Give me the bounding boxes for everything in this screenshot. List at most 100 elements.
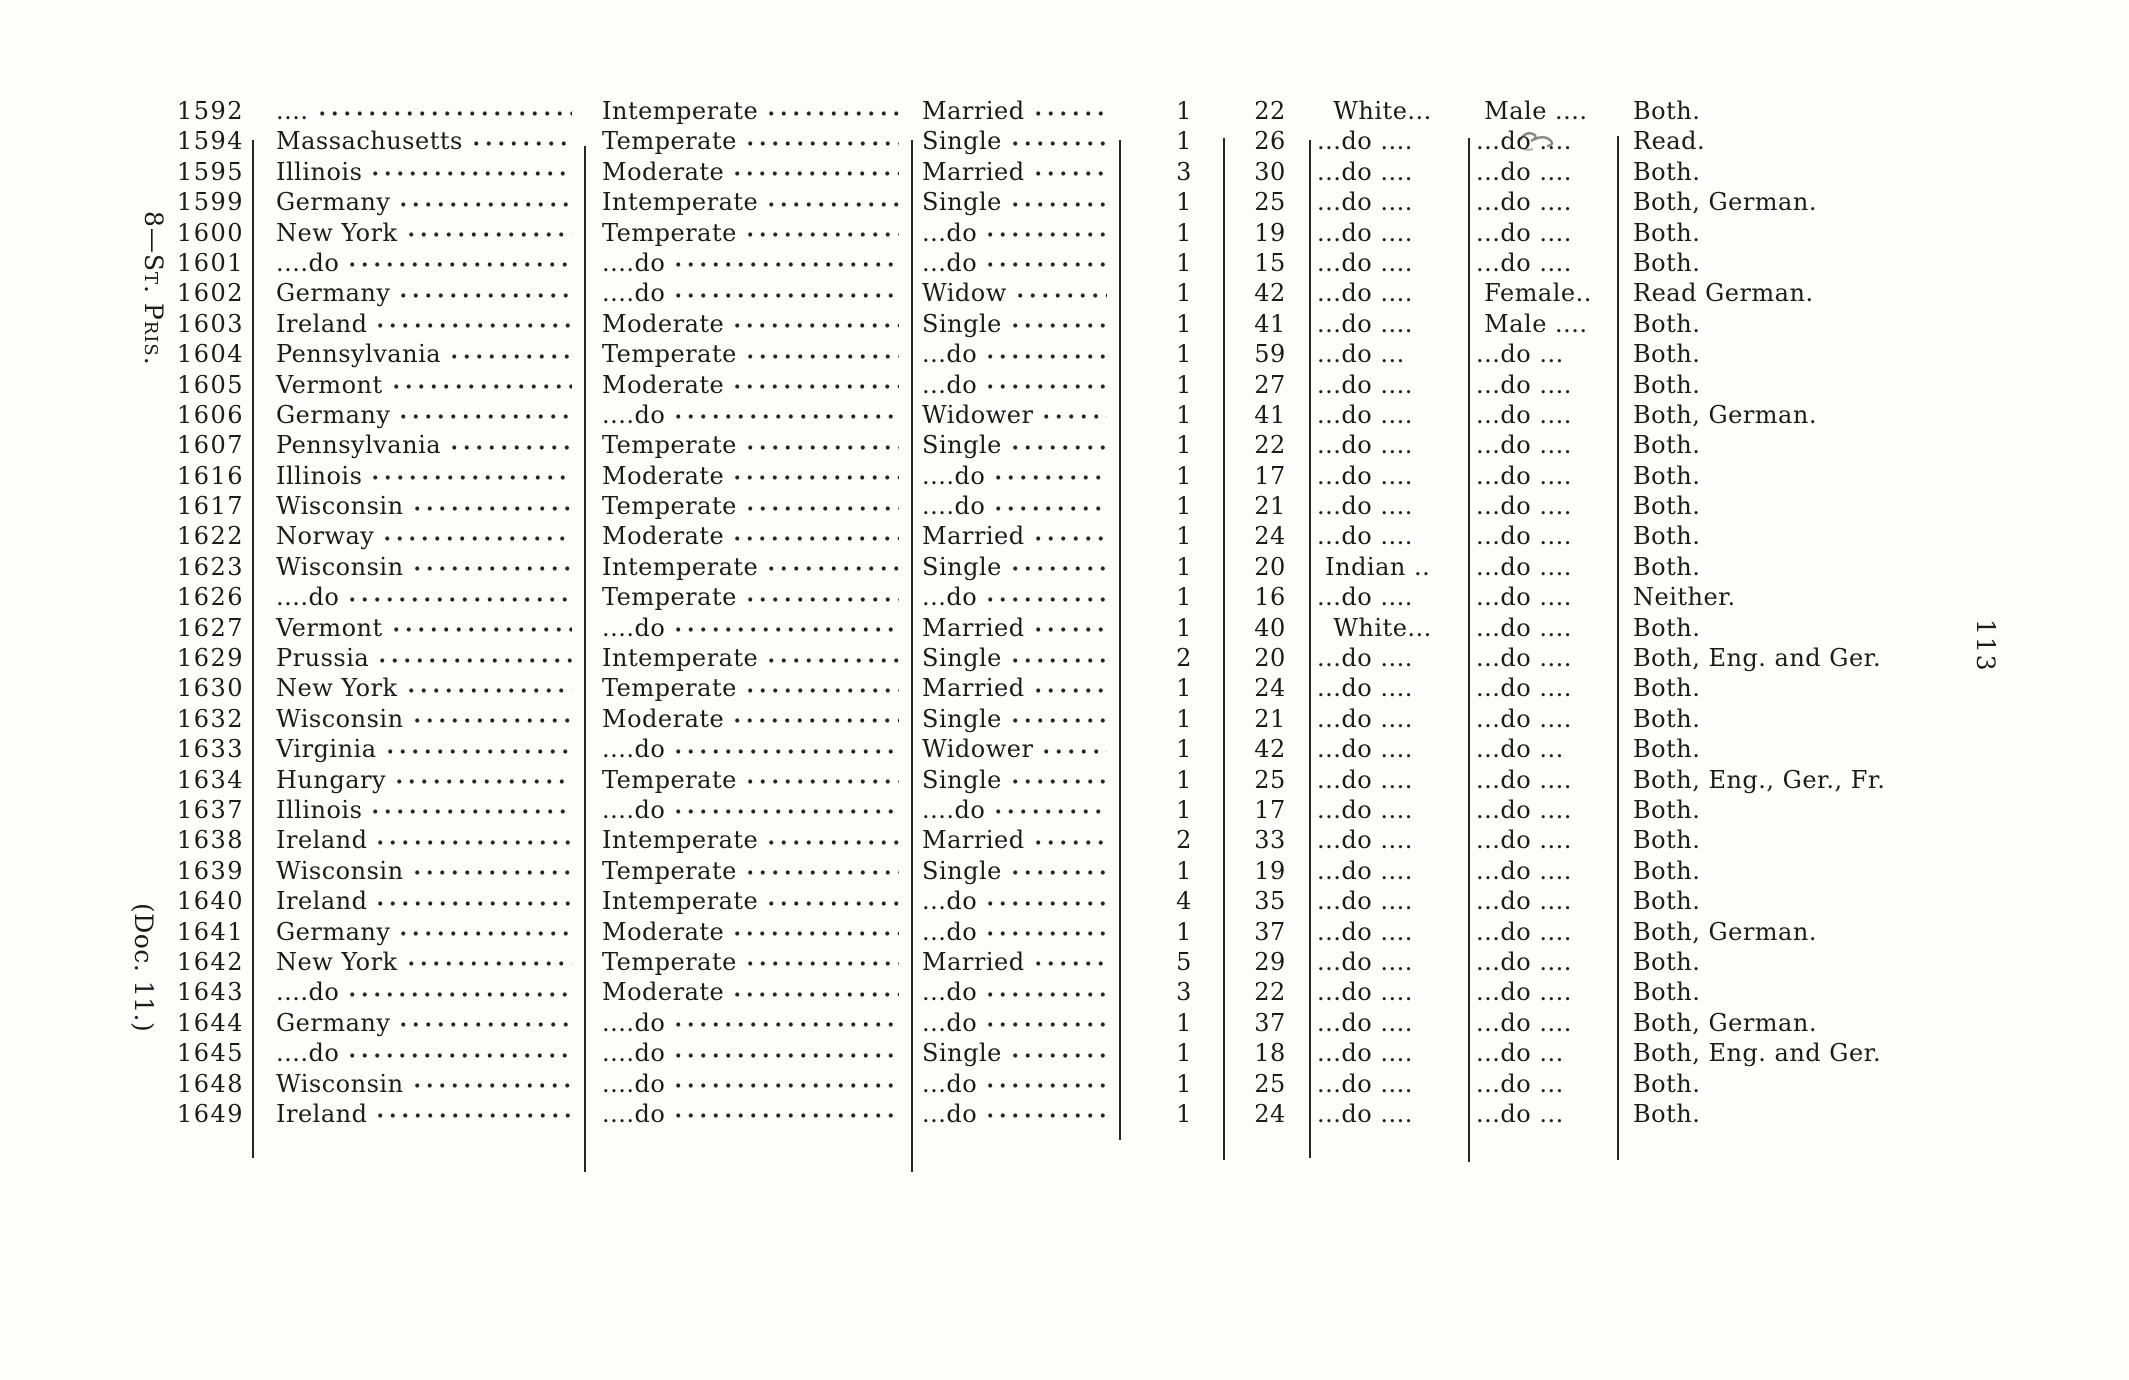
cell-text: ...do .... xyxy=(1476,218,1572,247)
dot-leader xyxy=(1029,96,1107,127)
cell-text: ...do .... xyxy=(1317,218,1413,247)
cell-color: ...do .... xyxy=(1309,856,1468,886)
cell-text: ....do xyxy=(276,583,340,612)
cell-text: Married xyxy=(922,157,1025,186)
cell-text: 42 xyxy=(1254,735,1286,764)
cell-text: 41 xyxy=(1254,400,1286,429)
cell-sex: ...do ... xyxy=(1468,1038,1617,1068)
cell-sex: ...do .... xyxy=(1468,886,1617,916)
cell-text: ...do xyxy=(922,583,978,612)
cell-sex: ...do .... xyxy=(1468,795,1617,825)
dot-leader xyxy=(982,369,1107,400)
cell-marital: Married xyxy=(911,825,1119,856)
cell-text: ....do xyxy=(922,492,986,521)
cell-age: 42 xyxy=(1223,734,1309,764)
cell-text: Single xyxy=(922,1039,1002,1068)
cell-sex: ...do .... xyxy=(1468,613,1617,643)
cell-habits: ....do xyxy=(584,794,911,826)
cell-text: Both. xyxy=(1633,1069,1701,1098)
cell-text: 42 xyxy=(1254,279,1286,308)
cell-text: ...do .... xyxy=(1476,583,1572,612)
cell-text: 1 xyxy=(1176,1039,1192,1068)
cell-text: 1 xyxy=(1176,97,1192,125)
table-row: 1599 Germany Intemperate Single 1 25 ...do ...… xyxy=(156,187,1937,218)
dot-leader xyxy=(982,247,1107,279)
cell-text: ...do .... xyxy=(1476,644,1572,673)
cell-color: ...do .... xyxy=(1309,157,1468,187)
cell-marital: ...do xyxy=(911,339,1119,370)
cell-color: ...do .... xyxy=(1309,278,1468,308)
dot-leader xyxy=(741,126,899,157)
dot-leader xyxy=(379,521,572,552)
cell-text: ....do xyxy=(602,248,666,277)
cell-habits: Intemperate xyxy=(584,187,911,218)
cell-text: Temperate xyxy=(602,947,737,976)
cell-text: 1 xyxy=(1176,461,1192,490)
dot-leader xyxy=(982,582,1107,613)
cell-habits: Intemperate xyxy=(584,643,911,674)
cell-text: Intemperate xyxy=(602,188,759,217)
cell-no: 1637 xyxy=(156,795,252,825)
dot-leader xyxy=(395,187,572,218)
cell-no: 1605 xyxy=(156,370,252,400)
table-row: 1644 Germany ....do ...do 1 37 ...do .... ...do… xyxy=(156,1007,1937,1039)
cell-color: ...do .... xyxy=(1309,430,1468,460)
cell-nativity: Wisconsin xyxy=(252,855,584,887)
cell-text: 1640 xyxy=(176,887,244,916)
cell-text: ...do .... xyxy=(1317,370,1413,399)
cell-text: ...do .... xyxy=(1317,704,1413,733)
dot-leader xyxy=(1029,946,1107,978)
cell-text: Both. xyxy=(1633,248,1701,277)
cell-habits: ....do xyxy=(584,1098,911,1130)
cell-text: Moderate xyxy=(602,704,725,733)
table-row: 1604 Pennsylvania Temperate ...do 1 59 ...do .… xyxy=(156,339,1937,370)
dot-leader xyxy=(729,703,899,735)
dot-leader xyxy=(729,521,899,552)
cell-nativity: Pennsylvania xyxy=(252,430,584,461)
cell-age: 22 xyxy=(1223,96,1309,126)
cell-text: 1 xyxy=(1176,522,1192,551)
cell-text: 1 xyxy=(1176,400,1192,429)
cell-text: Massachusetts xyxy=(276,127,463,156)
cell-text: 27 xyxy=(1254,370,1286,399)
dot-leader xyxy=(982,1007,1107,1039)
cell-sex: ...do .... xyxy=(1468,856,1617,886)
dot-leader xyxy=(446,339,572,370)
cell-text: 1634 xyxy=(176,765,244,794)
cell-nativity: New York xyxy=(252,217,584,248)
cell-habits: ....do xyxy=(584,278,911,309)
cell-text: 1623 xyxy=(176,552,244,581)
cell-text: ...do .... xyxy=(1476,431,1572,460)
cell-text: 1626 xyxy=(176,583,244,612)
cell-sex: ...do .... xyxy=(1468,157,1617,187)
cell-text: 19 xyxy=(1254,856,1286,885)
cell-text: 24 xyxy=(1254,1099,1286,1128)
cell-habits: Moderate xyxy=(584,521,911,552)
cell-reads: Both, German. xyxy=(1617,400,1937,430)
cell-count: 2 xyxy=(1119,643,1223,673)
cell-text: ...do xyxy=(922,887,978,916)
cell-text: Both. xyxy=(1633,370,1701,399)
cell-text: Single xyxy=(922,765,1002,794)
cell-habits: ....do xyxy=(584,612,911,644)
cell-text: 1632 xyxy=(176,704,244,733)
cell-no: 1600 xyxy=(156,218,252,248)
cell-marital: Married xyxy=(911,946,1119,978)
cell-count: 5 xyxy=(1119,947,1223,977)
dot-leader xyxy=(670,1038,899,1069)
dot-leader xyxy=(344,247,572,279)
cell-sex: ...do .... xyxy=(1468,521,1617,551)
cell-text: Single xyxy=(922,552,1002,581)
cell-text: Both. xyxy=(1633,887,1701,916)
cell-marital: ....do xyxy=(911,794,1119,826)
page-number: 113 xyxy=(1971,619,2000,673)
dot-leader xyxy=(1006,643,1107,674)
cell-text: Both. xyxy=(1633,431,1701,460)
cell-text: ....do xyxy=(276,978,340,1007)
cell-reads: Both, German. xyxy=(1617,187,1937,217)
dot-leader xyxy=(763,187,899,218)
cell-habits: Intemperate xyxy=(584,96,911,127)
dot-leader xyxy=(763,825,899,856)
cell-text: 21 xyxy=(1254,492,1286,521)
cell-text: New York xyxy=(276,947,398,976)
